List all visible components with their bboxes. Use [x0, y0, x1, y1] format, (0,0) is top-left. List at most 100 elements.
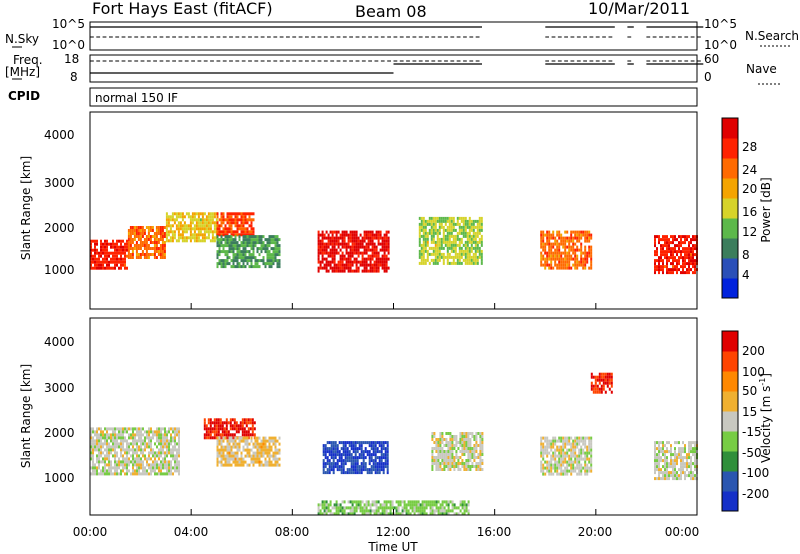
- velocity-cell: [138, 460, 140, 464]
- velocity-cell: [475, 441, 478, 444]
- power-cell: [438, 222, 441, 226]
- velocity-cell: [654, 477, 656, 481]
- power-cell: [230, 218, 233, 222]
- power-cell: [432, 249, 435, 253]
- power-cell: [135, 250, 138, 253]
- velocity-cell: [230, 445, 233, 449]
- velocity-cell: [439, 435, 442, 438]
- power-cell: [472, 261, 475, 265]
- velocity-cell: [211, 421, 214, 425]
- velocity-cell: [108, 436, 110, 440]
- velocity-cell: [427, 503, 430, 507]
- velocity-cell: [148, 436, 150, 440]
- velocity-cell: [359, 500, 362, 504]
- power-cell: [319, 263, 322, 267]
- velocity-cell: [232, 445, 235, 449]
- power-cell: [385, 245, 388, 249]
- velocity-cell: [324, 450, 327, 454]
- velocity-cell: [598, 387, 601, 391]
- power-cell: [94, 251, 96, 255]
- power-cell: [450, 222, 453, 226]
- power-cell: [426, 243, 429, 247]
- velocity-cell: [662, 453, 664, 457]
- velocity-cell: [92, 445, 94, 449]
- power-cell: [143, 238, 146, 241]
- velocity-cell: [234, 460, 237, 464]
- power-cell: [325, 269, 328, 273]
- power-cell: [656, 235, 658, 239]
- velocity-data-cells: [90, 372, 698, 516]
- velocity-cell: [542, 463, 545, 467]
- velocity-cell: [544, 445, 547, 449]
- velocity-cell: [134, 427, 136, 431]
- velocity-cell: [459, 441, 462, 444]
- velocity-cell: [246, 454, 249, 458]
- power-cell: [323, 251, 326, 255]
- velocity-cell: [98, 451, 100, 455]
- power-cell: [383, 266, 386, 270]
- power-cell: [381, 254, 384, 258]
- power-cell: [319, 239, 322, 243]
- velocity-cell: [353, 500, 356, 504]
- power-cell: [331, 248, 334, 252]
- velocity-cell: [144, 472, 146, 476]
- velocity-cell: [694, 468, 696, 472]
- power-cell: [193, 212, 196, 216]
- power-cell: [177, 230, 180, 234]
- power-cell: [339, 254, 342, 258]
- power-cell: [365, 251, 368, 255]
- velocity-cell: [262, 436, 265, 440]
- power-cell: [331, 266, 334, 270]
- velocity-cell: [344, 450, 347, 454]
- velocity-cell: [654, 444, 656, 448]
- velocity-cell: [126, 466, 128, 470]
- power-cell: [341, 263, 344, 267]
- power-ytick-3000: 3000: [44, 176, 75, 190]
- power-cell: [145, 244, 148, 247]
- power-cell: [554, 254, 557, 258]
- power-cell: [126, 242, 128, 246]
- power-cell: [576, 260, 579, 264]
- power-cell: [383, 269, 386, 273]
- velocity-cell: [352, 462, 355, 466]
- velocity-cell: [431, 432, 434, 435]
- velocity-cell: [582, 457, 585, 461]
- velocity-ytick-3000: 3000: [44, 381, 75, 395]
- power-cell: [185, 236, 188, 240]
- power-cell: [383, 239, 386, 243]
- velocity-cell: [104, 436, 106, 440]
- power-cell: [546, 251, 549, 255]
- velocity-cell: [100, 448, 102, 452]
- velocity-cell: [358, 465, 361, 469]
- power-cell: [177, 221, 180, 225]
- velocity-cell: [570, 451, 573, 455]
- velocity-cell: [544, 448, 547, 452]
- velocity-cell: [368, 471, 371, 475]
- velocity-cell: [374, 444, 377, 448]
- velocity-cell: [221, 421, 224, 425]
- power-cell: [355, 257, 358, 261]
- velocity-cell: [224, 460, 227, 464]
- velocity-cell: [278, 463, 281, 467]
- velocity-cell: [443, 509, 446, 513]
- power-cell: [90, 248, 92, 252]
- velocity-cell: [463, 450, 466, 453]
- power-cell: [246, 212, 249, 216]
- velocity-cell: [94, 430, 96, 434]
- velocity-cell: [362, 459, 365, 463]
- velocity-cell: [256, 445, 259, 449]
- velocity-cell: [252, 445, 255, 449]
- velocity-cell: [146, 442, 148, 446]
- power-cell: [426, 237, 429, 241]
- power-cell: [474, 231, 477, 235]
- power-cell: [153, 244, 156, 247]
- velocity-cell: [356, 471, 359, 475]
- power-cell: [442, 255, 445, 259]
- velocity-cell: [576, 436, 579, 440]
- velocity-cell: [463, 441, 466, 444]
- velocity-cell: [209, 418, 212, 422]
- power-cell: [564, 236, 567, 240]
- power-cell: [98, 257, 100, 261]
- velocity-cell: [205, 436, 208, 440]
- velocity-cell: [211, 436, 214, 440]
